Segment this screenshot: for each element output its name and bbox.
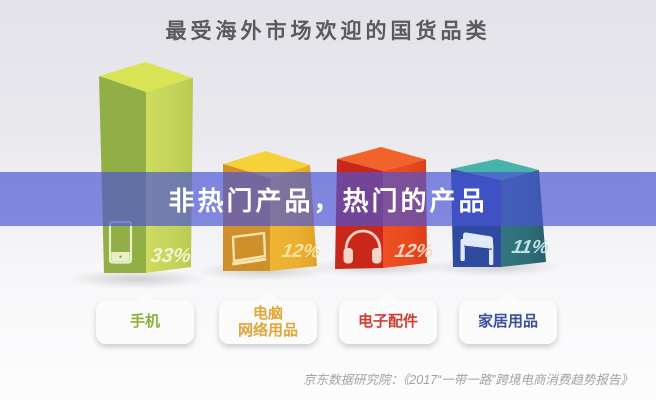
svg-text:11%: 11% [510, 237, 550, 258]
svg-text:33%: 33% [149, 245, 192, 267]
svg-text:12%: 12% [393, 241, 435, 262]
svg-text:12%: 12% [280, 241, 322, 262]
